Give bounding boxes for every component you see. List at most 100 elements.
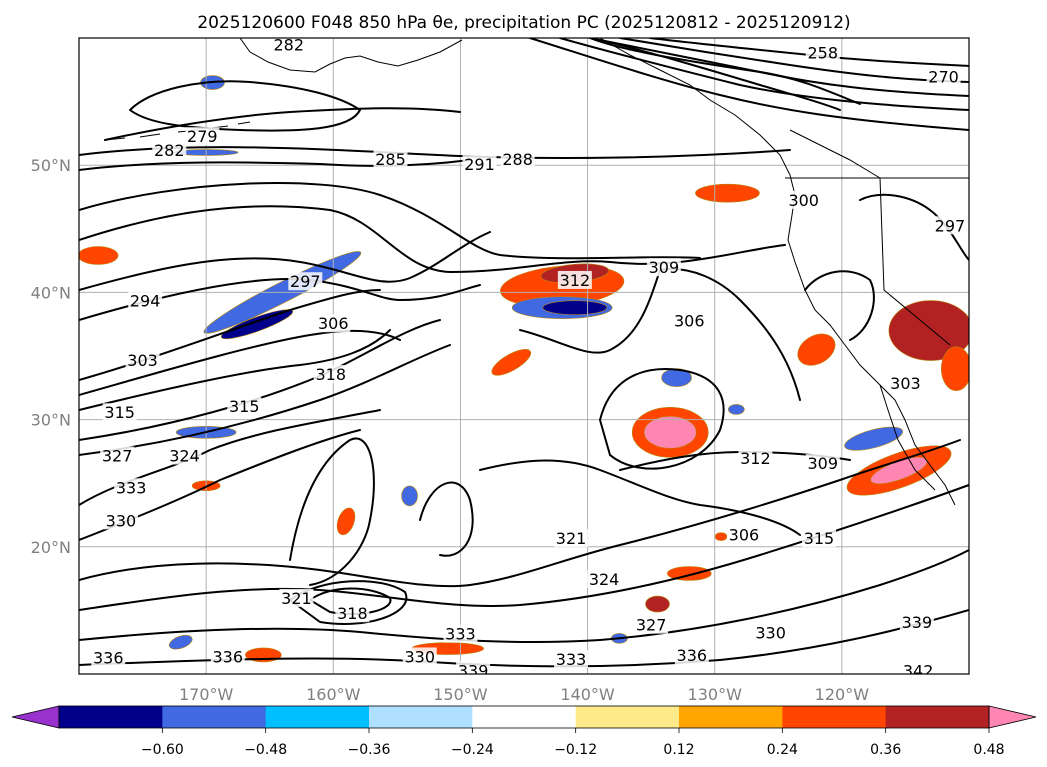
contour-line [79,182,701,260]
contour-label: 288 [502,150,533,169]
contour-line [419,481,474,557]
contour-label: 333 [556,650,587,669]
contour-label-group: 282 [271,36,306,55]
contour-line [859,193,969,261]
contour-label: 333 [116,478,147,497]
contour-label-bg [114,478,149,497]
contour-label: 294 [130,291,161,310]
contour-label: 321 [556,529,587,548]
precip-blob [888,300,969,361]
contour-label-group: 315 [102,403,137,422]
contour-line [104,107,461,141]
precip-blob [220,309,294,340]
colorbar-segment [472,706,577,728]
contour-label-bg [271,38,306,54]
contour-label-bg [557,270,592,289]
contour-label: 279 [187,127,218,146]
contour-label: 306 [729,525,760,544]
contour-label-bg [288,272,323,291]
contour-label: 327 [102,446,133,465]
alaska-coastline [239,38,463,73]
contour-line [79,329,391,411]
contour-label-bg [805,43,840,62]
contour-label: 339 [902,613,933,632]
lat-tick-label: 20°N [31,538,71,557]
contour-label-group: 303 [125,351,160,370]
contour-label-bg [899,613,934,632]
contour-label-bg [402,647,437,666]
contour-line [479,459,801,536]
contour-label: 324 [589,570,620,589]
colorbar-extend-low [11,705,60,729]
contour-label: 330 [755,623,786,642]
colorbar-segment [679,706,783,728]
contour-line [529,38,969,131]
contour-label-bg [91,648,126,667]
contour-label-bg [926,67,961,86]
contour-label-group: 318 [313,365,348,384]
contour-label-group: 330 [753,623,788,642]
contour-label-group: 297 [288,272,323,291]
contour-line [79,278,481,321]
contour-label-group: 306 [672,311,707,331]
colorbar-tick-label: −0.12 [554,742,597,758]
contour-label-bg [102,403,137,422]
contour-label-bg [672,311,707,330]
contour-label: 336 [677,646,708,665]
contour-label-group: 339 [456,661,491,674]
contour-label-bg [932,216,967,235]
contour-label-bg [227,396,262,415]
colorbar-tick-label: 0.12 [663,742,694,758]
colorbar-tick-label: 0.24 [767,742,798,758]
contour-label-bg [100,446,135,465]
contour-label-bg [462,155,497,174]
contour-label: 297 [290,272,321,291]
contour-label: 270 [928,67,959,86]
contour-label: 258 [808,43,839,62]
contour-label-group: 309 [805,454,840,473]
us-west-coast [787,174,956,506]
precip-blob [491,349,532,376]
contour-label: 285 [375,150,406,169]
contour-line [79,439,961,588]
contour-label-group: 330 [402,647,437,666]
precip-blob [643,416,697,449]
contour-label-bg [373,150,408,169]
contour-label-group: 279 [185,127,220,146]
contour-label-group: 309 [646,258,681,277]
contour-label-group: 318 [335,604,370,623]
contour-label-bg [786,190,821,209]
contour-label-group: 333 [443,624,478,644]
contour-label: 282 [274,36,305,55]
colorbar-segment [369,706,473,728]
contour-line [289,580,408,625]
contour-label: 318 [315,365,346,384]
contour-line [599,39,841,111]
colorbar-segment [885,706,990,728]
contour-label: 315 [104,403,135,422]
precip-blob [401,485,418,507]
latitude-ticks: 50°N 40°N 30°N 20°N [31,156,71,557]
contour-label-bg [185,127,220,146]
lat-tick-label: 50°N [31,156,71,175]
precip-blob [168,634,193,650]
contour-label-group: 336 [91,648,126,668]
contour-label-group: 333 [554,650,589,669]
contour-line [599,368,725,470]
contour-label-group: 270 [926,67,961,86]
precip-blob [336,507,356,536]
contour-line [79,319,441,441]
contour-line [79,329,401,396]
colorbar-segment [575,706,680,728]
contour-label-group: 327 [634,615,669,635]
colorbar-segment [162,706,267,728]
contour-label-group: 342 [901,661,936,674]
contour-label: 303 [127,351,158,370]
contour-line [804,270,875,341]
contour-line [79,549,969,643]
contour-label-group: 312 [557,270,592,290]
contour-label-group: 339 [899,613,934,632]
